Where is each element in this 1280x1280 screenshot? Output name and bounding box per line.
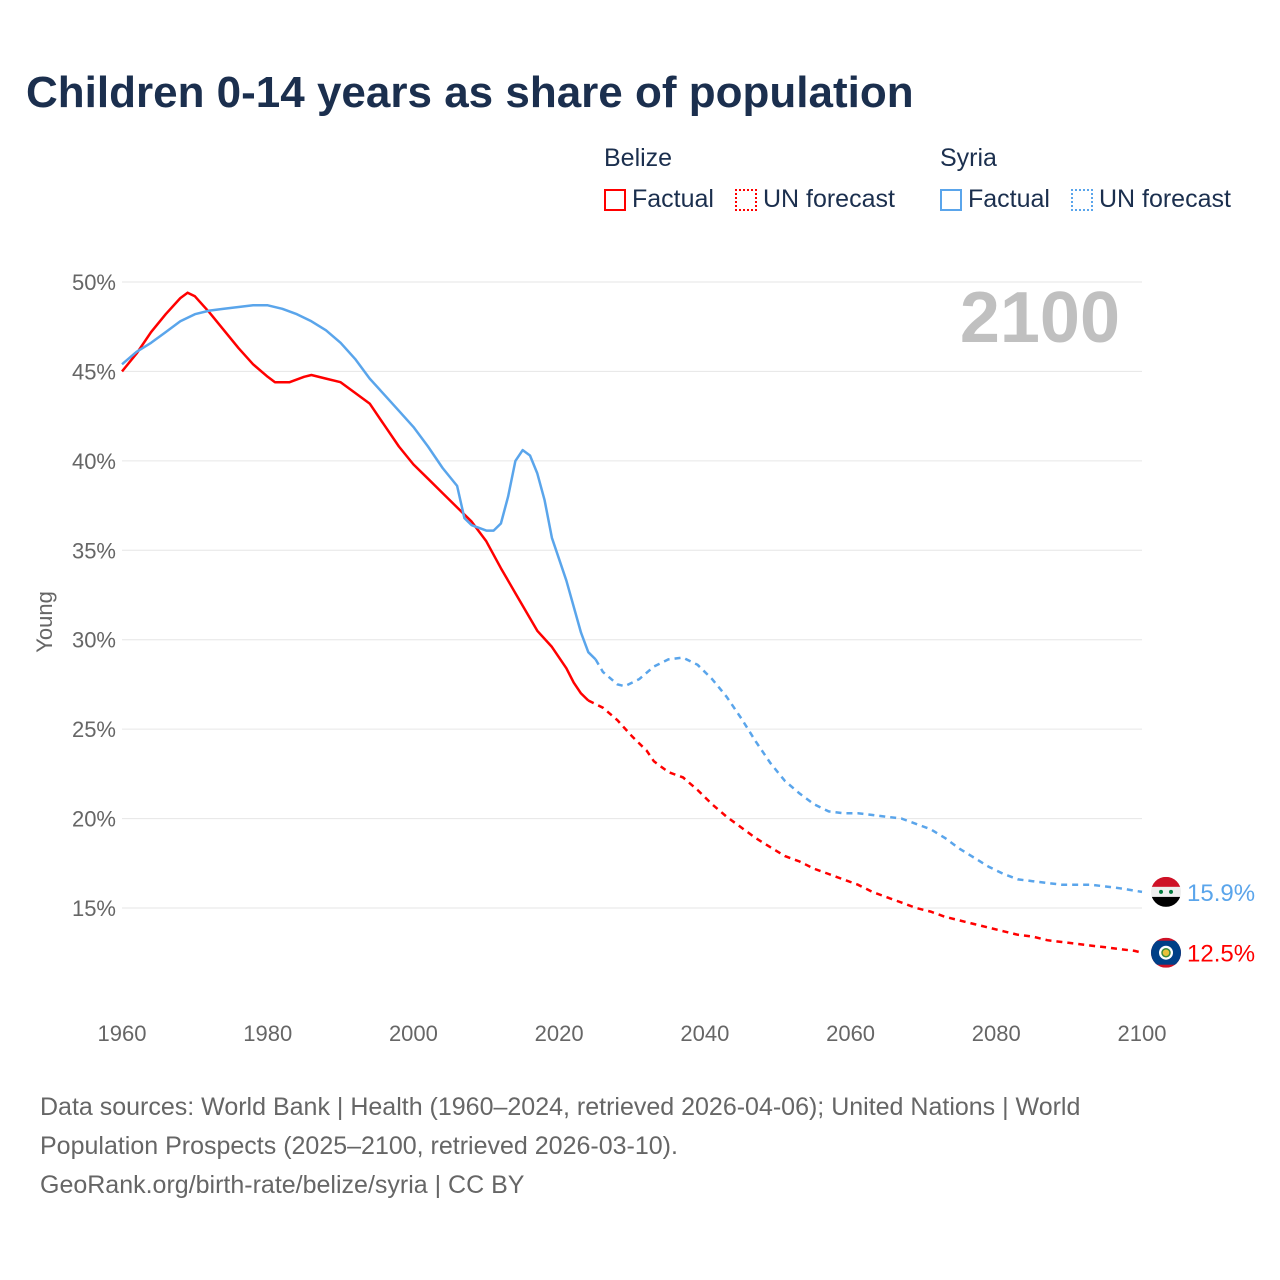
legend-belize: Belize Factual UN forecast: [604, 144, 909, 218]
legend-label: Factual: [968, 185, 1050, 213]
source-line-2: Population Prospects (2025–2100, retriev…: [40, 1132, 678, 1160]
x-tick-label: 2060: [826, 1021, 875, 1046]
belize-flag-icon: [1151, 937, 1181, 968]
x-tick-label: 1980: [243, 1021, 292, 1046]
legend-syria-forecast[interactable]: UN forecast: [1070, 185, 1231, 214]
y-tick-label: 20%: [72, 807, 116, 832]
y-tick-label: 25%: [72, 717, 116, 742]
legend-label: UN forecast: [762, 185, 895, 213]
y-tick-label: 35%: [72, 538, 116, 563]
belize-forecast-line: [587, 699, 1143, 954]
legend-group-label: Belize: [604, 144, 673, 172]
x-tick-label: 2080: [972, 1021, 1021, 1046]
dotted-swatch-icon: [734, 188, 757, 211]
y-axis-label: Young: [32, 591, 57, 653]
y-tick-label: 45%: [72, 359, 116, 384]
legend-label: Factual: [632, 185, 714, 213]
syria-forecast-line: [594, 656, 1143, 894]
solid-swatch-icon: [604, 188, 626, 211]
y-tick-label: 15%: [72, 896, 116, 921]
y-tick-label: 30%: [72, 628, 116, 653]
legend-syria: Syria Factual UN forecast: [940, 144, 1245, 218]
attribution: GeoRank.org/birth-rate/belize/syria | CC…: [40, 1171, 525, 1199]
year-indicator: 2100: [960, 278, 1120, 358]
legend-belize-factual[interactable]: Factual: [604, 185, 714, 214]
legend-group-label: Syria: [940, 144, 997, 172]
x-tick-label: 1960: [98, 1021, 147, 1046]
solid-swatch-icon: [940, 188, 962, 211]
y-tick-label: 40%: [72, 449, 116, 474]
belize-end-label: 12.5%: [1187, 941, 1255, 968]
dotted-swatch-icon: [1070, 188, 1093, 211]
x-tick-label: 2020: [535, 1021, 584, 1046]
x-tick-label: 2040: [680, 1021, 729, 1046]
x-tick-label: 2000: [389, 1021, 438, 1046]
y-tick-label: 50%: [72, 270, 116, 295]
syria-factual-line: [121, 304, 597, 661]
footer: Data sources: World Bank | Health (1960–…: [40, 1088, 1080, 1205]
belize-factual-line: [121, 291, 590, 702]
legend-syria-factual[interactable]: Factual: [940, 185, 1050, 214]
syria-flag-icon: [1151, 876, 1181, 907]
legend-belize-forecast[interactable]: UN forecast: [734, 185, 895, 214]
legend-label: UN forecast: [1098, 185, 1231, 213]
chart-title: Children 0-14 years as share of populati…: [26, 68, 914, 117]
syria-end-label: 15.9%: [1187, 880, 1255, 907]
x-tick-label: 2100: [1118, 1021, 1167, 1046]
source-line-1: Data sources: World Bank | Health (1960–…: [40, 1093, 1081, 1121]
